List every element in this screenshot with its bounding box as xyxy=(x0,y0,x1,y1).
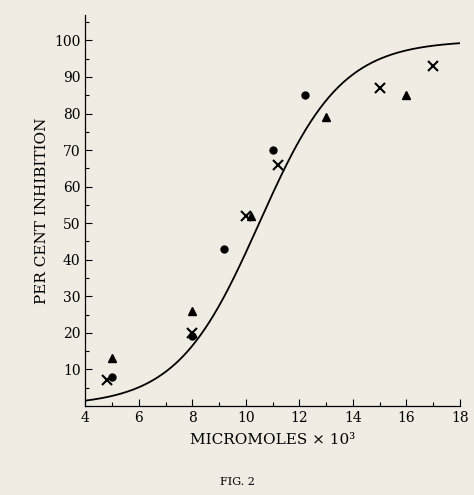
Y-axis label: PER CENT INHIBITION: PER CENT INHIBITION xyxy=(35,117,48,303)
X-axis label: MICROMOLES × 10³: MICROMOLES × 10³ xyxy=(190,433,355,447)
Text: FIG. 2: FIG. 2 xyxy=(219,477,255,487)
